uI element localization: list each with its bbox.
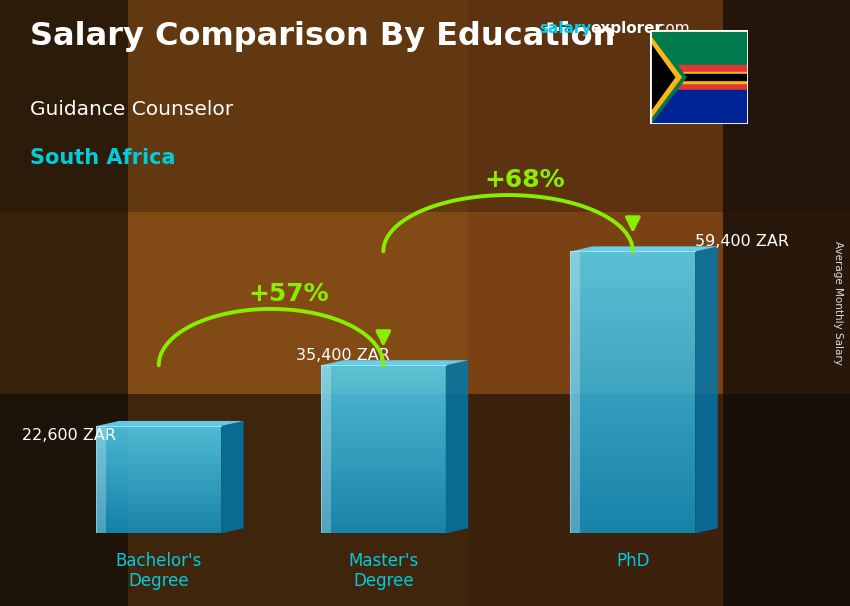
Text: Bachelor's
Degree: Bachelor's Degree — [116, 551, 202, 590]
Bar — [650, 30, 748, 73]
Bar — [650, 72, 748, 83]
Polygon shape — [650, 44, 675, 111]
Text: Average Monthly Salary: Average Monthly Salary — [833, 241, 843, 365]
Text: salary: salary — [540, 21, 592, 36]
Polygon shape — [695, 247, 717, 533]
Text: explorer: explorer — [591, 21, 663, 36]
Polygon shape — [650, 30, 686, 124]
Polygon shape — [221, 421, 244, 533]
Bar — [650, 74, 748, 81]
Text: Guidance Counselor: Guidance Counselor — [30, 100, 233, 119]
Polygon shape — [321, 360, 468, 365]
Bar — [650, 90, 748, 124]
Bar — [650, 65, 748, 90]
Text: +57%: +57% — [248, 282, 329, 306]
Polygon shape — [650, 36, 681, 119]
Polygon shape — [96, 421, 244, 426]
Text: 59,400 ZAR: 59,400 ZAR — [695, 234, 789, 249]
Text: +68%: +68% — [484, 168, 565, 192]
Text: Salary Comparison By Education: Salary Comparison By Education — [30, 21, 615, 52]
Text: South Africa: South Africa — [30, 148, 175, 168]
Text: 35,400 ZAR: 35,400 ZAR — [296, 348, 390, 363]
Text: PhD: PhD — [616, 551, 649, 570]
Text: .com: .com — [653, 21, 690, 36]
Polygon shape — [445, 360, 468, 533]
Text: 22,600 ZAR: 22,600 ZAR — [21, 428, 116, 444]
Text: Master's
Degree: Master's Degree — [348, 551, 418, 590]
Polygon shape — [570, 247, 717, 251]
